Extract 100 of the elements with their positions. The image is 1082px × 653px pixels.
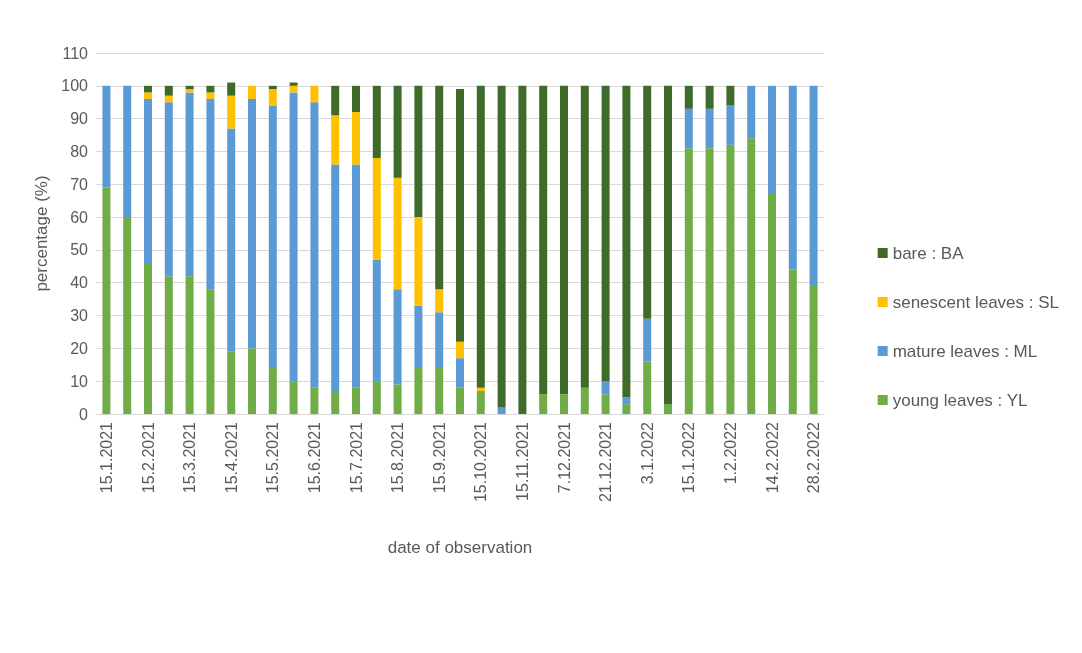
bar — [622, 397, 631, 405]
bar — [144, 85, 152, 93]
bar — [684, 85, 693, 109]
bar — [372, 259, 381, 382]
bar — [601, 85, 610, 382]
bar — [102, 187, 111, 414]
bar — [164, 276, 173, 414]
bar — [643, 318, 652, 362]
bar — [456, 387, 464, 414]
bar — [206, 98, 215, 290]
bar — [310, 102, 319, 388]
y-tick-label: 60 — [70, 208, 89, 226]
bar — [435, 312, 444, 369]
bar — [227, 351, 236, 414]
bar — [268, 105, 277, 369]
bar — [726, 85, 735, 106]
bar — [643, 361, 652, 414]
x-tick-label: 15.5.2021 — [264, 421, 282, 494]
bar — [352, 85, 360, 113]
bar — [310, 85, 319, 103]
bar — [622, 85, 631, 398]
bar — [476, 391, 485, 414]
bar — [352, 164, 360, 388]
bar — [684, 148, 693, 414]
x-tick-label: 14.2.2022 — [763, 421, 781, 494]
y-tick-label: 80 — [70, 142, 89, 160]
bar — [331, 115, 340, 165]
x-tick-label: 15.4.2021 — [222, 421, 240, 494]
bar — [393, 85, 402, 178]
bar — [352, 112, 360, 165]
bar — [144, 263, 152, 414]
y-tick-label: 0 — [79, 405, 89, 423]
bar — [809, 85, 818, 287]
bar — [289, 82, 298, 86]
bar — [705, 148, 714, 414]
x-tick-label: 15.1.2022 — [680, 421, 698, 494]
bar — [331, 164, 340, 392]
bar — [456, 358, 464, 388]
bar — [664, 404, 672, 414]
legend-label: young leaves : YL — [892, 390, 1028, 410]
x-tick-label: 15.10.2021 — [472, 421, 490, 503]
bar — [393, 177, 402, 290]
bar — [227, 128, 236, 352]
y-tick-label: 90 — [70, 110, 89, 128]
bar — [768, 194, 776, 414]
bar — [248, 85, 256, 99]
bar — [164, 85, 173, 96]
bar — [164, 102, 173, 277]
bar — [248, 98, 256, 349]
bar — [414, 85, 423, 218]
bar — [435, 368, 444, 414]
bar — [144, 98, 152, 264]
bar — [268, 85, 277, 90]
bar — [435, 85, 444, 290]
x-tick-label: 21.12.2021 — [597, 421, 615, 503]
bar — [268, 368, 277, 414]
bar — [248, 348, 256, 414]
bar — [476, 85, 485, 388]
bar — [456, 341, 464, 359]
bar — [331, 85, 340, 116]
bar — [435, 289, 444, 313]
y-tick-label: 70 — [70, 175, 89, 193]
bar — [310, 387, 319, 414]
bar — [684, 108, 693, 149]
x-tick-label: 15.3.2021 — [181, 421, 199, 494]
bar — [331, 391, 340, 414]
x-tick-label: 15.2.2021 — [139, 421, 157, 494]
bar — [206, 289, 215, 414]
bar — [497, 85, 506, 408]
bar — [414, 368, 423, 414]
bar — [601, 381, 610, 395]
bar — [560, 85, 568, 395]
bar — [622, 404, 631, 414]
bar — [747, 85, 756, 139]
bar — [289, 381, 298, 414]
bar — [539, 85, 548, 395]
bar — [497, 407, 506, 414]
bar — [476, 387, 485, 392]
bar — [643, 85, 652, 319]
bar — [518, 85, 527, 414]
bar — [102, 85, 111, 188]
y-tick-label: 30 — [70, 307, 89, 325]
bar — [393, 384, 402, 414]
bar — [768, 85, 776, 195]
bar — [268, 89, 277, 106]
bar — [227, 82, 236, 96]
legend-label: bare : BA — [892, 243, 965, 263]
bar — [206, 85, 215, 93]
y-tick-label: 110 — [62, 44, 89, 62]
bar — [788, 85, 797, 270]
y-tick-label: 50 — [70, 241, 89, 259]
bar — [352, 387, 360, 414]
bar — [289, 85, 298, 93]
bar — [560, 394, 568, 414]
bar — [580, 85, 589, 388]
bar — [601, 394, 610, 414]
bar — [393, 289, 402, 385]
bar — [227, 95, 236, 129]
bar — [580, 387, 589, 414]
bar — [705, 108, 714, 149]
